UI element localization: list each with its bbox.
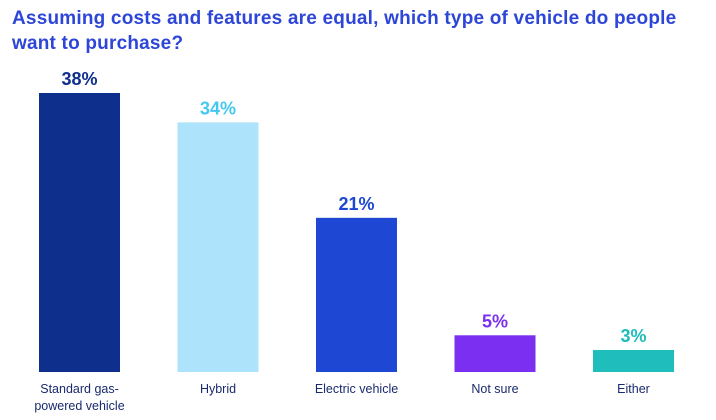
bar-value-label-4: 3% bbox=[620, 326, 646, 346]
category-label-4: Either bbox=[617, 382, 650, 396]
bar-1 bbox=[177, 122, 259, 372]
bars-group bbox=[39, 93, 674, 372]
bar-value-label-0: 38% bbox=[61, 69, 97, 89]
bar-0 bbox=[39, 93, 120, 372]
category-label-1: Hybrid bbox=[200, 382, 236, 396]
bar-3 bbox=[454, 335, 536, 372]
category-label-0-line-1: powered vehicle bbox=[34, 399, 124, 413]
bar-value-label-1: 34% bbox=[200, 98, 236, 118]
bar-4 bbox=[593, 349, 674, 372]
category-label-0-line-0: Standard gas- bbox=[40, 382, 119, 396]
bar-2 bbox=[316, 217, 397, 372]
bar-value-label-2: 21% bbox=[338, 194, 374, 214]
category-label-2: Electric vehicle bbox=[315, 382, 398, 396]
category-labels-group: Standard gas-powered vehicle Hybrid Electr… bbox=[34, 382, 650, 413]
category-label-3: Not sure bbox=[471, 382, 518, 396]
chart-title: Assuming costs and features are equal, w… bbox=[12, 8, 677, 54]
bar-value-label-3: 5% bbox=[482, 311, 508, 331]
value-labels-group: 38% 34% 21% 5% 3% bbox=[61, 69, 646, 346]
